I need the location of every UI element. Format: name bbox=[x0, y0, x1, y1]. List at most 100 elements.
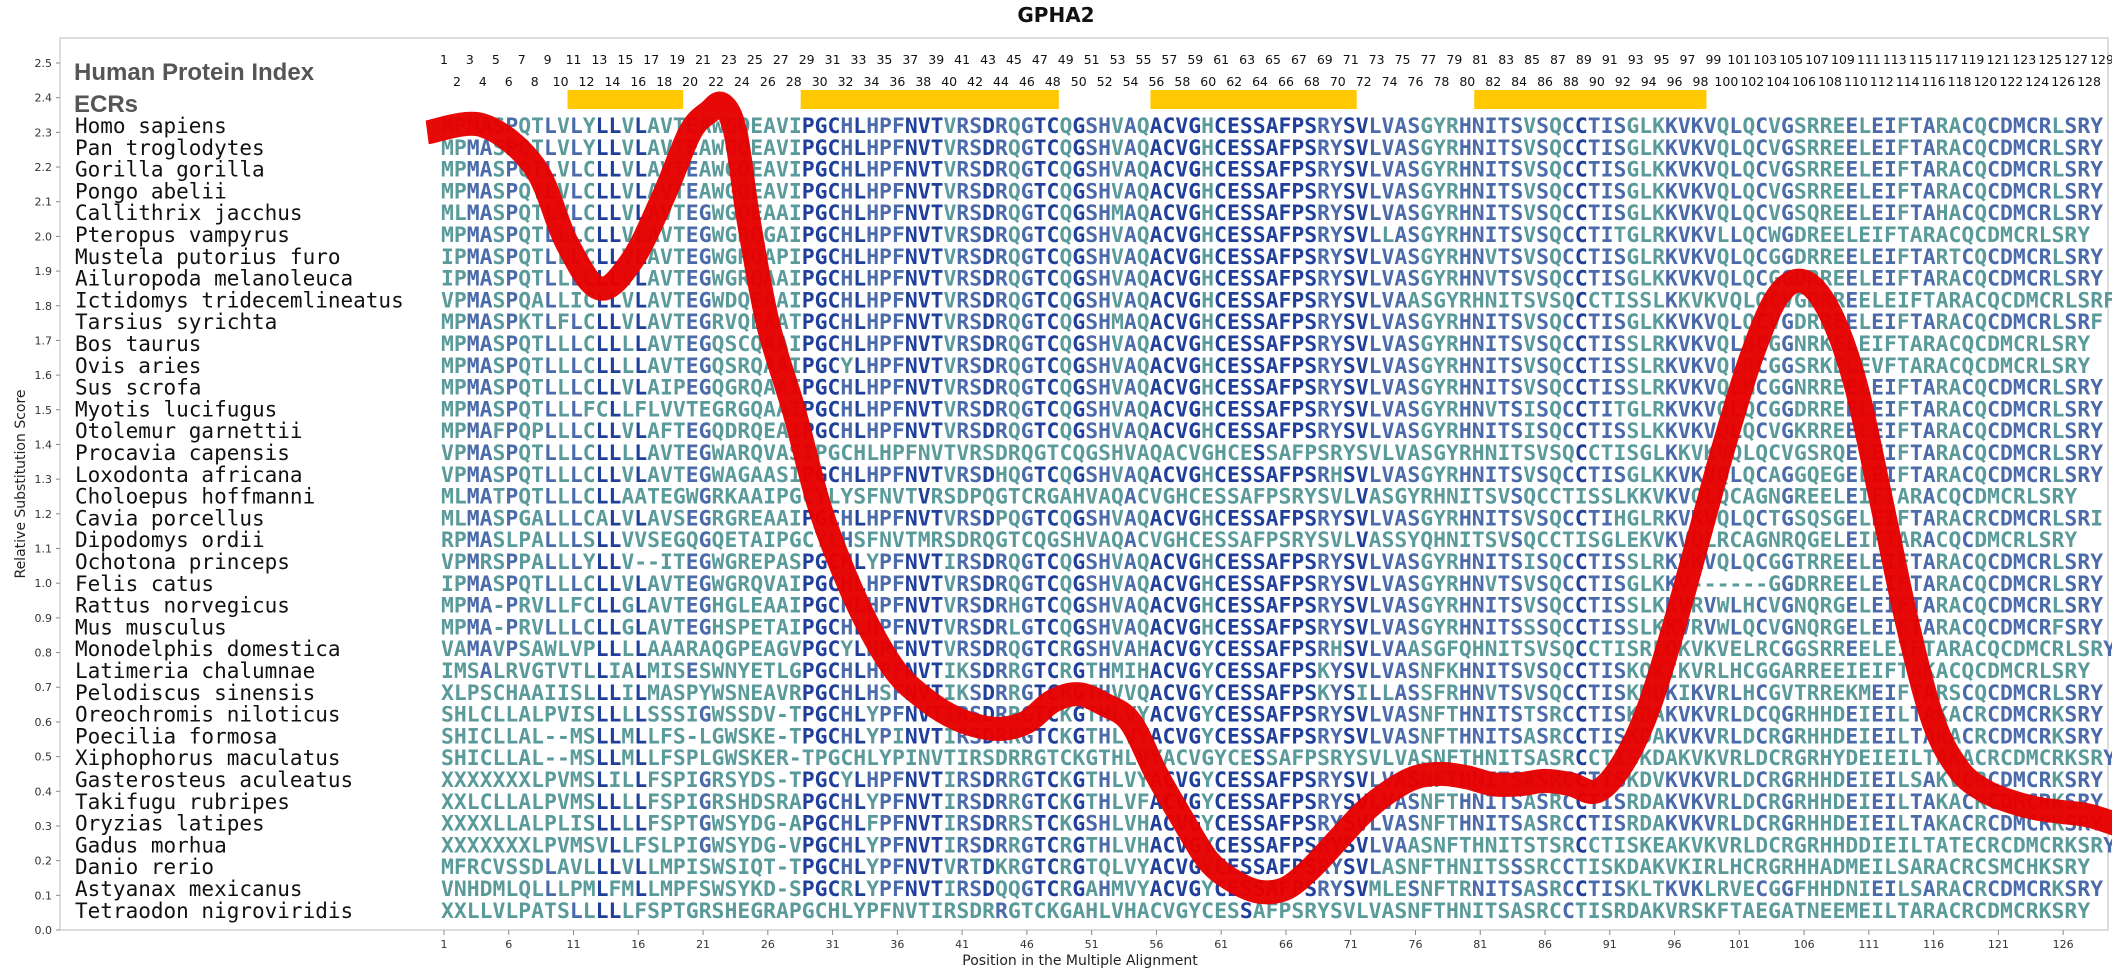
position-number: 36 bbox=[889, 74, 905, 89]
position-number: 89 bbox=[1576, 52, 1592, 67]
species-name: Tarsius syrichta bbox=[75, 310, 277, 334]
position-number: 108 bbox=[1818, 74, 1842, 89]
position-number: 120 bbox=[1973, 74, 1997, 89]
position-number: 119 bbox=[1961, 52, 1985, 67]
alignment-sequences: MPMASPQTLVLYLLVLAVTEAWGQEAVIPGCHLHPFNVTV… bbox=[441, 114, 2112, 923]
position-number: 25 bbox=[747, 52, 763, 67]
position-header: 1 3 5 7 9 11 13 15 17 19 21 23 25 27 29 31 33 35 37 39 41 43 4… bbox=[440, 52, 2112, 89]
species-name: Pelodiscus sinensis bbox=[75, 681, 315, 705]
position-number: 51 bbox=[1084, 52, 1100, 67]
x-tick-label: 66 bbox=[1279, 938, 1293, 951]
position-number: 104 bbox=[1766, 74, 1790, 89]
position-number: 7 bbox=[518, 52, 526, 67]
species-name: Procavia capensis bbox=[75, 441, 290, 465]
species-name: Xiphophorus maculatus bbox=[75, 746, 341, 770]
position-number: 12 bbox=[579, 74, 595, 89]
position-number: 95 bbox=[1654, 52, 1670, 67]
species-name: Gadus morhua bbox=[75, 833, 227, 857]
position-number: 128 bbox=[2077, 74, 2101, 89]
y-tick-label: 2.5 bbox=[35, 57, 53, 70]
position-number: 93 bbox=[1628, 52, 1644, 67]
position-number: 26 bbox=[760, 74, 776, 89]
position-number: 15 bbox=[617, 52, 633, 67]
position-number: 90 bbox=[1589, 74, 1605, 89]
substitution-curve bbox=[424, 91, 2112, 905]
x-tick-label: 56 bbox=[1149, 938, 1163, 951]
position-number: 49 bbox=[1058, 52, 1074, 67]
y-tick-label: 2.1 bbox=[35, 196, 53, 209]
sequence-row: XXXXXXXLPVMSVLLFSLPIGWSYDG-VPGCHLYPFNVTI… bbox=[441, 833, 2112, 857]
position-number: 96 bbox=[1667, 74, 1683, 89]
position-number: 68 bbox=[1304, 74, 1320, 89]
x-tick-label: 91 bbox=[1603, 938, 1617, 951]
species-name: Oreochromis niloticus bbox=[75, 703, 341, 727]
position-number: 114 bbox=[1896, 74, 1920, 89]
x-tick-label: 26 bbox=[761, 938, 775, 951]
sequence-row: MPMA-PRVLLLCLLGLAVTEGHSPETAIPGCHLHPFNVTV… bbox=[441, 615, 2103, 639]
sequence-row: MPMA-PRVLLFCLLGLAVTEGHGLEAAIPGCHLHPFNVTV… bbox=[441, 594, 2103, 618]
y-tick-label: 0.5 bbox=[35, 751, 53, 764]
x-tick-label: 6 bbox=[505, 938, 512, 951]
position-number: 58 bbox=[1174, 74, 1190, 89]
sequence-row: XXLCLLALPVMSLLLLFSPIGRSHDSRAPGCHLYPFNVTI… bbox=[441, 790, 2103, 814]
position-number: 79 bbox=[1446, 52, 1462, 67]
y-tick-label: 0.0 bbox=[35, 924, 53, 937]
position-number: 124 bbox=[2025, 74, 2049, 89]
position-number: 88 bbox=[1563, 74, 1579, 89]
y-tick-label: 1.6 bbox=[35, 369, 53, 382]
position-number: 86 bbox=[1537, 74, 1553, 89]
species-name: Poecilia formosa bbox=[75, 724, 277, 748]
position-number: 38 bbox=[915, 74, 931, 89]
species-name: Tetraodon nigroviridis bbox=[75, 899, 353, 923]
species-name: Pteropus vampyrus bbox=[75, 223, 290, 247]
y-tick-label: 1.7 bbox=[35, 334, 53, 347]
species-name: Astyanax mexicanus bbox=[75, 877, 303, 901]
sequence-row: MLMASPQTLVLCLLVLAVTEGWGQEAAIPGCHLHPFNVTV… bbox=[441, 201, 2103, 225]
species-name: Takifugu rubripes bbox=[75, 790, 290, 814]
position-number: 73 bbox=[1369, 52, 1385, 67]
position-number: 101 bbox=[1727, 52, 1751, 67]
position-number: 85 bbox=[1524, 52, 1540, 67]
y-tick-label: 1.3 bbox=[35, 473, 53, 486]
sequence-row: MPMASPQTLVLCLLVLAVTEAWGQEAVIPGCHLHPFNVTV… bbox=[441, 179, 2103, 203]
x-tick-label: 51 bbox=[1085, 938, 1099, 951]
position-number: 67 bbox=[1291, 52, 1307, 67]
species-name: Oryzias latipes bbox=[75, 812, 265, 836]
sequence-row: MLMASPGALLLCALVLAVSEGRGREAAIPGCHLHPFNVTV… bbox=[441, 506, 2103, 530]
position-number: 19 bbox=[669, 52, 685, 67]
position-number: 60 bbox=[1200, 74, 1216, 89]
position-number: 40 bbox=[941, 74, 957, 89]
position-number: 127 bbox=[2064, 52, 2088, 67]
y-tick-label: 1.0 bbox=[35, 577, 53, 590]
position-number: 103 bbox=[1753, 52, 1777, 67]
position-number: 87 bbox=[1550, 52, 1566, 67]
x-axis-ticks: 1 6 11 16 21 26 31 36 41 46 51 56 61 66 71 76 81 86 91 96 10… bbox=[441, 930, 2074, 951]
x-tick-label: 81 bbox=[1473, 938, 1487, 951]
position-number: 94 bbox=[1641, 74, 1657, 89]
position-number: 122 bbox=[1999, 74, 2023, 89]
y-axis-label: Relative Substitution Score bbox=[13, 389, 29, 578]
position-number: 10 bbox=[553, 74, 569, 89]
position-number: 50 bbox=[1071, 74, 1087, 89]
position-number: 57 bbox=[1161, 52, 1177, 67]
x-tick-label: 21 bbox=[696, 938, 710, 951]
position-number: 109 bbox=[1831, 52, 1855, 67]
position-number: 4 bbox=[479, 74, 487, 89]
position-number: 77 bbox=[1420, 52, 1436, 67]
x-tick-label: 46 bbox=[1020, 938, 1034, 951]
y-tick-label: 1.9 bbox=[35, 265, 53, 278]
sequence-row: MPMASPQTLVLYLLVLAVTEAWGQEAVIPGCHLHPFNVTV… bbox=[441, 136, 2103, 160]
position-number: 22 bbox=[708, 74, 724, 89]
species-name: Latimeria chalumnae bbox=[75, 659, 315, 683]
species-name: Homo sapiens bbox=[75, 114, 227, 138]
y-tick-label: 0.1 bbox=[35, 889, 53, 902]
sequence-row: XXLLVLPATSLLLLLFSPTGRSHEGRAPGCHLYPFNVTIR… bbox=[441, 899, 2091, 923]
sequence-row: SHLCLLALPVISLLLLSSSIGWSSDV-TPGCHLYPFNVTI… bbox=[441, 703, 2103, 727]
species-name: Monodelphis domestica bbox=[75, 637, 341, 661]
species-name: Ochotona princeps bbox=[75, 550, 290, 574]
species-name: Callithrix jacchus bbox=[75, 201, 303, 225]
y-tick-label: 0.8 bbox=[35, 647, 53, 660]
y-tick-label: 2.2 bbox=[35, 161, 53, 174]
